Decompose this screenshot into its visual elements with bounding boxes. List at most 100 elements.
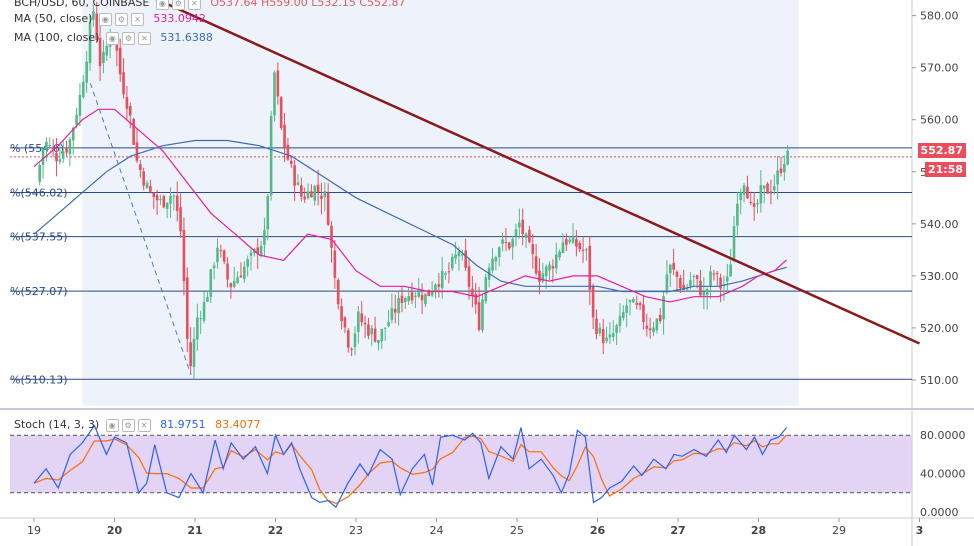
candle-body xyxy=(531,244,535,255)
close-icon[interactable]: ✕ xyxy=(137,31,151,45)
close-icon[interactable]: ✕ xyxy=(137,418,151,432)
candle-body xyxy=(762,185,766,189)
candle-body xyxy=(685,287,689,290)
candle-body xyxy=(310,191,313,198)
candle-body xyxy=(752,203,756,207)
candle-body xyxy=(75,115,78,125)
candle-body xyxy=(464,250,467,268)
candle-body xyxy=(232,280,236,287)
candle-body xyxy=(92,11,95,20)
candle-body xyxy=(658,314,662,322)
candle-body xyxy=(159,199,162,201)
candle-body xyxy=(390,307,394,320)
candle-body xyxy=(169,195,172,204)
ma50-label: MA (50, close) xyxy=(14,12,93,25)
candle-body xyxy=(454,254,457,259)
candle-body xyxy=(273,72,276,116)
candle-body xyxy=(739,192,743,201)
candle-body xyxy=(551,266,555,269)
candle-body xyxy=(772,186,776,191)
candles xyxy=(38,1,789,380)
candle-body xyxy=(534,256,538,274)
candle-body xyxy=(102,51,105,64)
candle-body xyxy=(648,328,652,331)
candle-body xyxy=(289,160,293,164)
stoch-k-value: 81.9751 xyxy=(160,418,206,431)
candle-body xyxy=(189,342,192,367)
candle-body xyxy=(477,302,481,330)
candle-body xyxy=(78,94,82,116)
candle-body xyxy=(786,150,789,165)
time-tick-label: 24 xyxy=(430,524,444,537)
candle-body xyxy=(373,328,377,342)
candle-body xyxy=(226,263,229,280)
eye-icon[interactable]: ◉ xyxy=(98,12,112,26)
candle-body xyxy=(618,316,622,327)
candle-body xyxy=(48,145,52,147)
time-tick-label: 3 xyxy=(916,524,924,537)
candle-body xyxy=(216,247,219,263)
candle-body xyxy=(746,186,749,199)
candle-body xyxy=(414,295,417,297)
candle-body xyxy=(229,283,233,288)
settings-icon[interactable]: ⚙ xyxy=(114,12,128,26)
candle-body xyxy=(457,251,461,257)
eye-icon[interactable]: ◉ xyxy=(155,0,169,10)
candle-body xyxy=(122,72,125,95)
candle-body xyxy=(756,202,759,205)
candle-body xyxy=(350,348,353,350)
candle-body xyxy=(179,207,182,232)
price-tick-label: 560.00 xyxy=(920,114,959,127)
time-tick-label: 21 xyxy=(187,524,202,537)
candle-body xyxy=(259,245,263,255)
candle-body xyxy=(447,271,451,273)
candle-body xyxy=(85,61,88,83)
candle-body xyxy=(162,196,166,208)
candle-body xyxy=(736,203,739,226)
ma100-legend: MA (100, close) ◉ ⚙ ✕ 531.6388 xyxy=(14,31,213,45)
candle-body xyxy=(672,263,675,270)
candle-body xyxy=(514,229,518,237)
candle-body xyxy=(608,334,612,338)
close-icon[interactable]: ✕ xyxy=(187,0,201,10)
settings-icon[interactable]: ⚙ xyxy=(121,31,135,45)
candle-body xyxy=(41,148,45,165)
candle-body xyxy=(98,38,102,67)
price-tick-label: 580.00 xyxy=(920,10,959,23)
candle-body xyxy=(165,202,169,209)
settings-icon[interactable]: ⚙ xyxy=(121,418,135,432)
candle-body xyxy=(679,278,682,289)
candle-body xyxy=(494,257,498,262)
candle-body xyxy=(528,229,531,243)
ma100-value: 531.6388 xyxy=(160,31,213,44)
price-tick-label: 540.00 xyxy=(920,218,959,231)
candle-body xyxy=(682,284,686,290)
candle-body xyxy=(343,317,347,328)
candle-body xyxy=(595,318,598,335)
last-price-tag: 552.87 xyxy=(917,143,966,158)
candle-body xyxy=(246,259,249,267)
candle-body xyxy=(481,299,484,331)
candle-body xyxy=(628,299,632,303)
close-icon[interactable]: ✕ xyxy=(130,12,144,26)
candle-body xyxy=(601,329,605,344)
settings-icon[interactable]: ⚙ xyxy=(171,0,185,10)
candle-body xyxy=(497,247,501,258)
candle-body xyxy=(303,196,306,200)
candle-body xyxy=(655,318,659,331)
candle-body xyxy=(326,192,330,225)
ma50-value: 533.0942 xyxy=(153,12,206,25)
candle-body xyxy=(729,264,732,277)
candle-body xyxy=(397,297,400,314)
time-tick-label: 29 xyxy=(832,524,846,537)
stoch-label: Stoch (14, 3, 3) xyxy=(14,418,100,431)
candle-body xyxy=(575,239,578,247)
stoch-legend: Stoch (14, 3, 3) ◉ ⚙ ✕ 81.9751 83.4077 xyxy=(14,418,261,432)
candle-body xyxy=(565,239,568,245)
candle-body xyxy=(316,184,320,192)
candle-body xyxy=(504,242,508,244)
eye-icon[interactable]: ◉ xyxy=(105,31,119,45)
candle-body xyxy=(404,297,407,302)
eye-icon[interactable]: ◉ xyxy=(105,418,119,432)
